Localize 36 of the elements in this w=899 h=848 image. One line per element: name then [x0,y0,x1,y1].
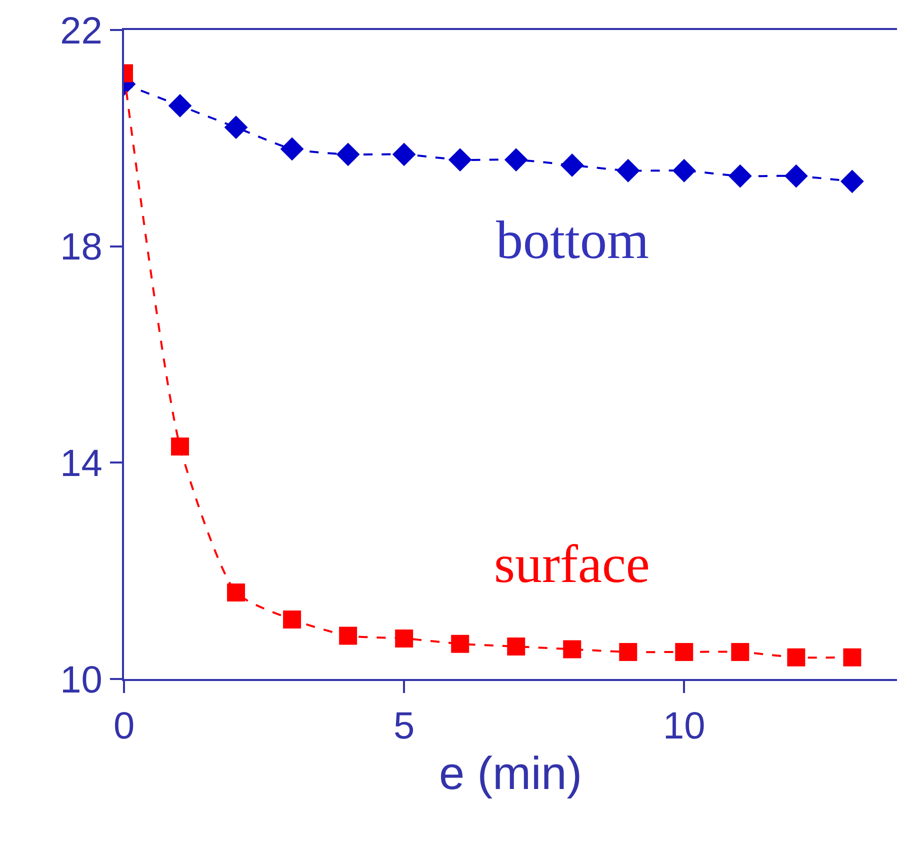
point [843,648,862,666]
point [563,640,582,658]
point [168,94,192,118]
point [560,154,584,177]
point [731,642,750,661]
y-tick-label: 10 [60,659,102,702]
series-label: surface [494,534,650,594]
point [784,164,808,188]
y-tick-label: 14 [60,442,102,485]
point [840,170,864,194]
series-label: bottom [496,210,650,270]
point [619,642,638,661]
point [224,116,248,140]
point [672,158,696,182]
point [339,626,358,645]
point [227,583,246,602]
x-tick-label: 10 [663,706,706,748]
point [507,638,526,656]
point [171,437,190,456]
y-tick-label: 22 [60,10,102,52]
point [395,629,414,648]
y-tick-label: 18 [60,226,102,269]
point [787,648,806,666]
point [451,634,470,653]
x-axis-title: e (min) [438,746,582,799]
point [448,148,472,172]
point [728,164,752,188]
point [283,610,302,629]
point [504,148,528,172]
point [336,142,360,166]
x-tick-label: 5 [394,706,415,748]
point [675,642,694,661]
point [392,142,416,166]
x-tick-label: 0 [113,706,135,748]
point [280,137,304,161]
point [616,158,640,182]
